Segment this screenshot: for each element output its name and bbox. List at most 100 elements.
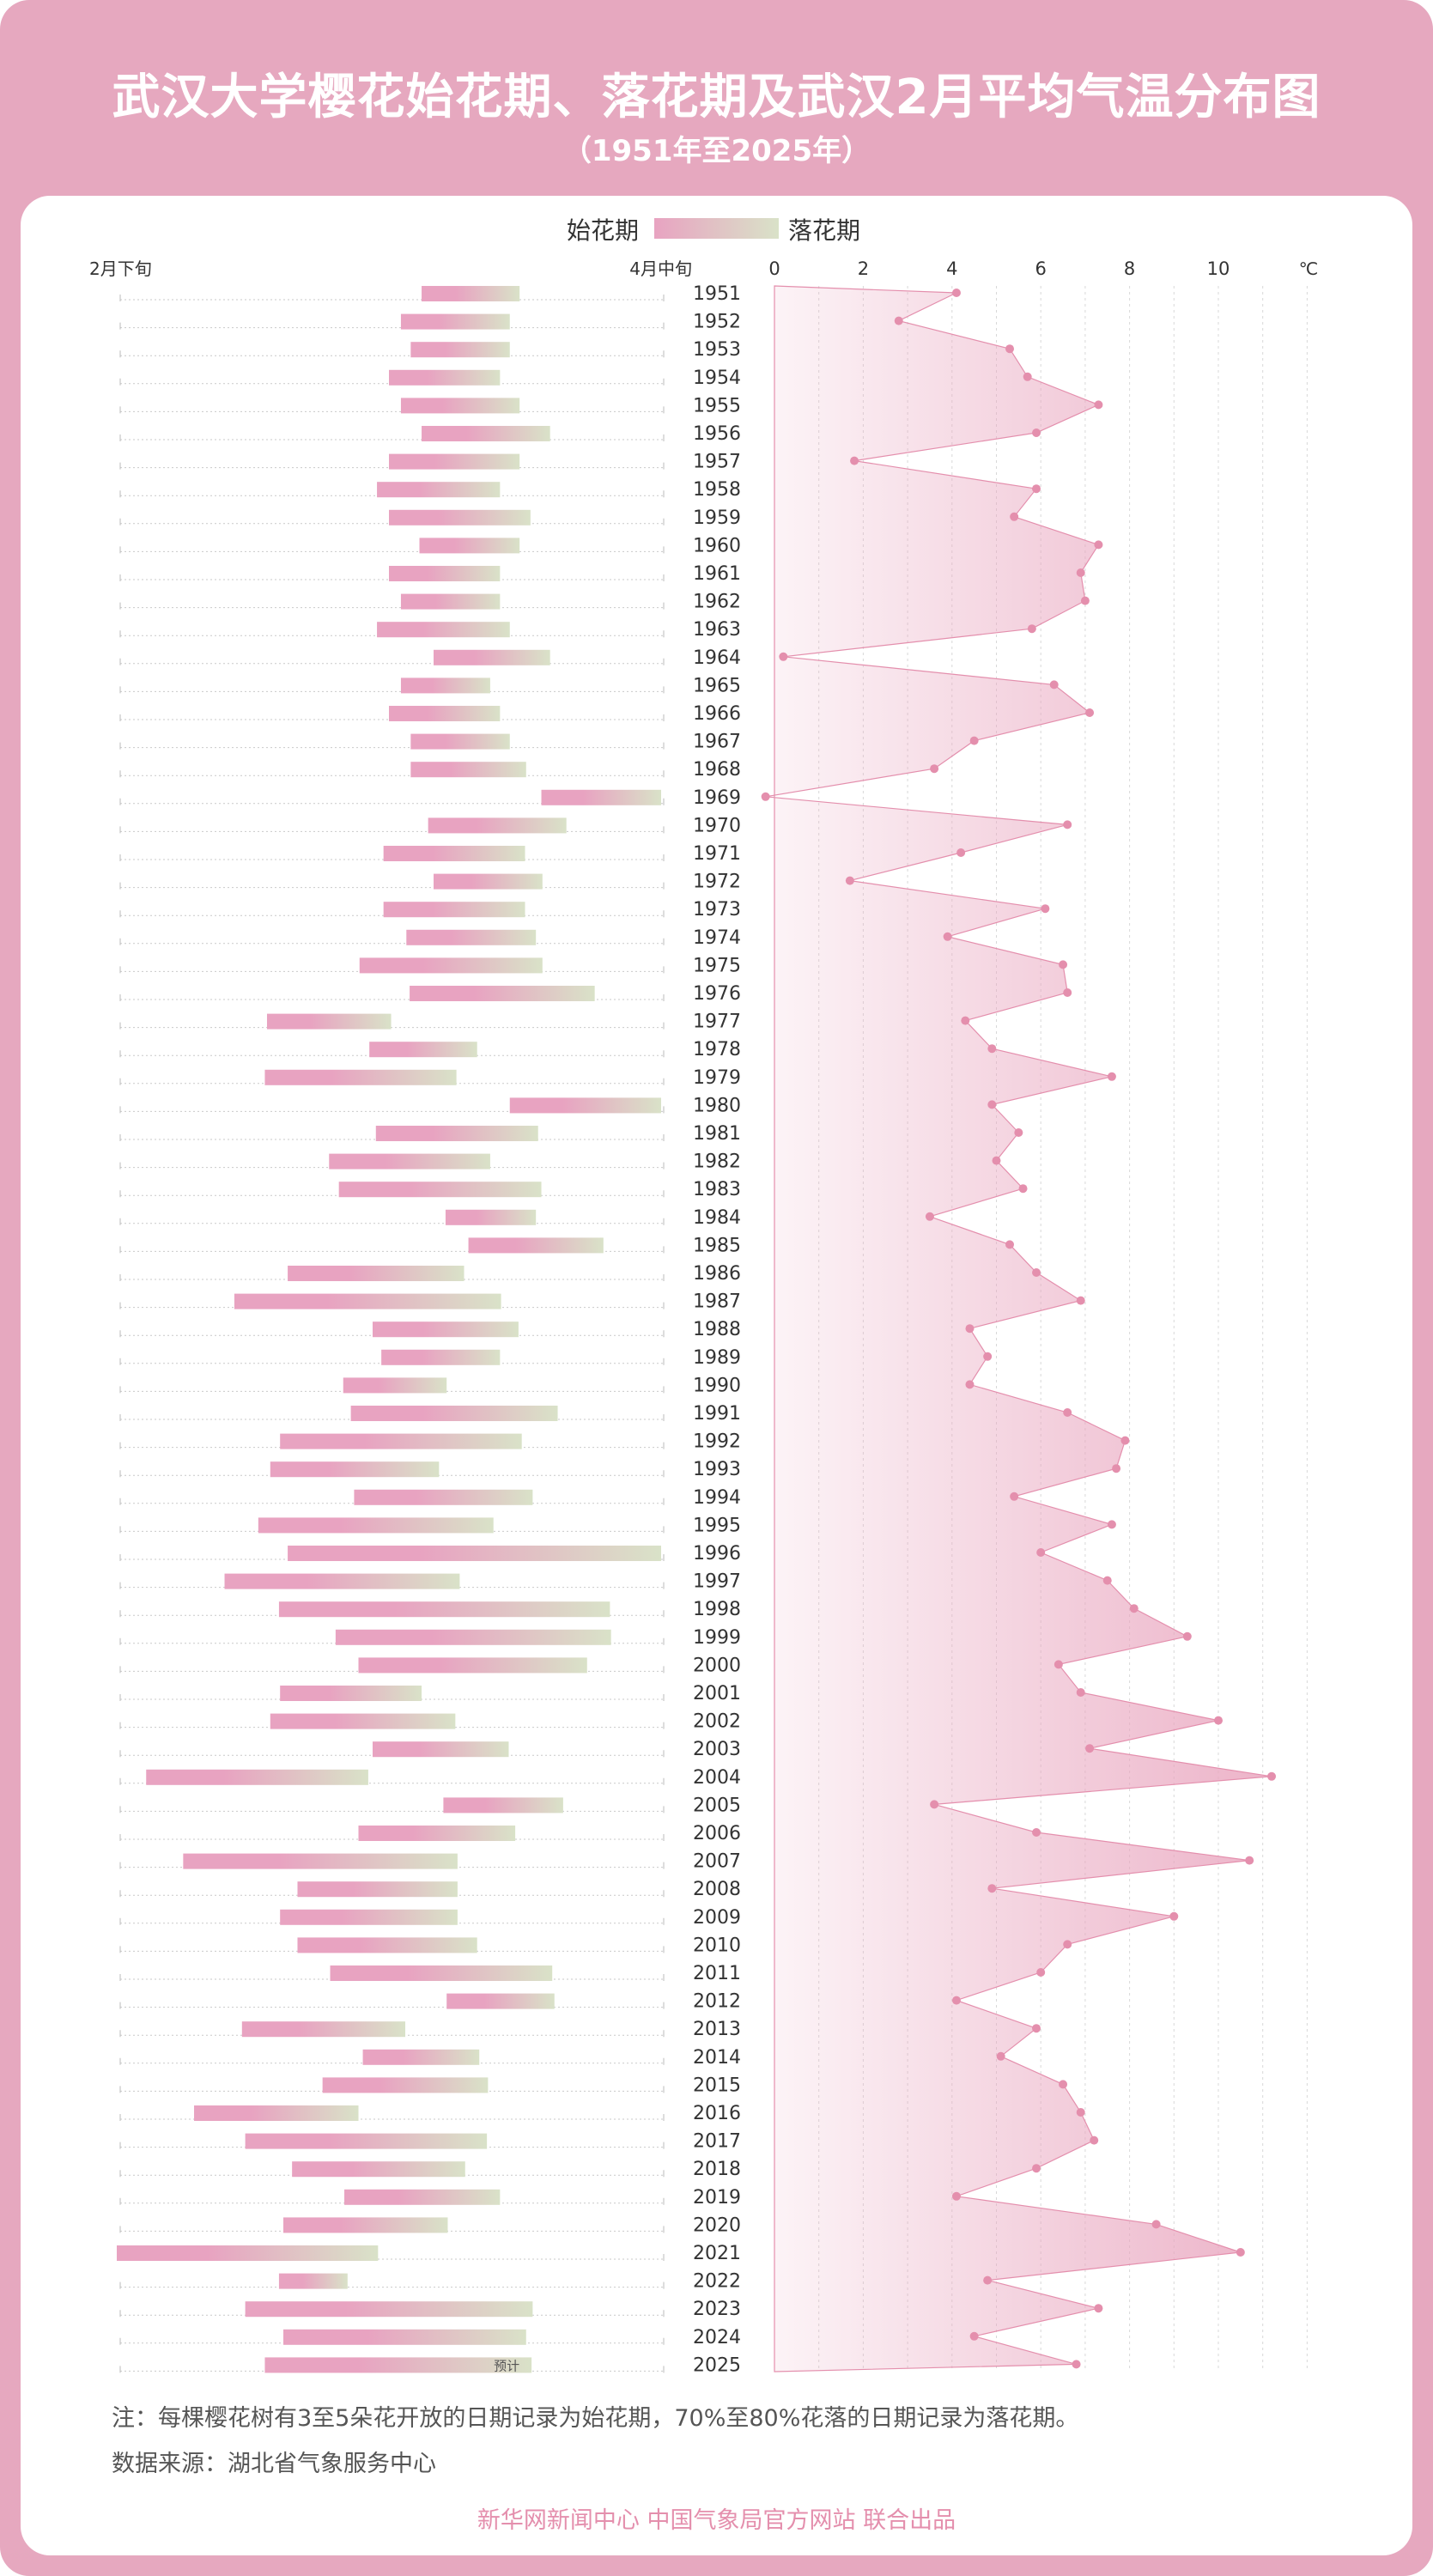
temp-point-1974 bbox=[943, 932, 952, 941]
year-label-1998: 1998 bbox=[693, 1599, 741, 1620]
temp-point-2022 bbox=[983, 2275, 993, 2285]
temp-point-1959 bbox=[1010, 512, 1019, 521]
temp-point-2007 bbox=[1245, 1856, 1254, 1865]
temp-tick-label: 2 bbox=[858, 258, 869, 279]
bloom-bar-2004 bbox=[146, 1769, 368, 1785]
bloom-bar-1964 bbox=[433, 649, 550, 665]
year-label-1984: 1984 bbox=[693, 1207, 741, 1229]
credit-line: 新华网新闻中心 中国气象局官方网站 联合出品 bbox=[477, 2507, 956, 2534]
bloom-bar-1998 bbox=[278, 1601, 610, 1618]
year-label-2017: 2017 bbox=[693, 2131, 741, 2153]
bloom-bar-1991 bbox=[350, 1406, 558, 1421]
temp-point-1987 bbox=[1076, 1296, 1085, 1305]
year-label-1988: 1988 bbox=[693, 1319, 741, 1340]
bloom-bar-1988 bbox=[372, 1321, 519, 1338]
bloom-bar-2008 bbox=[297, 1881, 458, 1898]
temp-point-2013 bbox=[1032, 2024, 1041, 2033]
bloom-bar-1966 bbox=[389, 706, 501, 721]
bloom-bar-2009 bbox=[280, 1909, 458, 1925]
temp-point-1983 bbox=[1018, 1184, 1028, 1194]
bloom-bar-2001 bbox=[280, 1686, 422, 1701]
temp-point-2011 bbox=[1036, 1968, 1046, 1977]
temp-point-2008 bbox=[987, 1884, 997, 1893]
bloom-bar-1995 bbox=[258, 1517, 494, 1534]
year-label-1963: 1963 bbox=[693, 619, 741, 641]
year-label-1974: 1974 bbox=[693, 927, 741, 949]
chart-title: 武汉大学樱花始花期、落花期及武汉2月平均气温分布图 bbox=[112, 70, 1321, 125]
bloom-bar-2023 bbox=[245, 2301, 533, 2318]
year-label-1978: 1978 bbox=[693, 1039, 741, 1060]
temp-point-1990 bbox=[965, 1380, 975, 1389]
bloom-bar-1961 bbox=[389, 566, 501, 581]
bloom-bar-1979 bbox=[264, 1069, 457, 1085]
temp-point-1966 bbox=[1085, 708, 1095, 717]
bloom-bar-1958 bbox=[377, 482, 501, 498]
temp-point-1975 bbox=[1059, 960, 1068, 969]
bloom-bar-2006 bbox=[358, 1826, 516, 1841]
bloom-bar-1994 bbox=[354, 1489, 533, 1505]
year-label-1986: 1986 bbox=[693, 1263, 741, 1285]
temp-point-1984 bbox=[925, 1212, 934, 1221]
temp-point-1962 bbox=[1080, 596, 1090, 605]
bloom-bar-1965 bbox=[400, 677, 490, 694]
year-label-2022: 2022 bbox=[693, 2271, 741, 2293]
bloom-bar-1980 bbox=[509, 1097, 661, 1114]
temp-point-1993 bbox=[1112, 1464, 1121, 1473]
temp-point-1960 bbox=[1094, 540, 1103, 550]
year-label-1967: 1967 bbox=[693, 732, 741, 753]
bloom-bar-1962 bbox=[400, 593, 501, 610]
temp-point-2025 bbox=[1072, 2360, 1081, 2369]
temp-point-2012 bbox=[951, 1996, 961, 2005]
temp-point-1978 bbox=[987, 1044, 997, 1054]
chart-subtitle: （1951年至2025年） bbox=[562, 134, 871, 168]
year-label-1981: 1981 bbox=[693, 1123, 741, 1145]
temp-point-2024 bbox=[969, 2331, 979, 2341]
temp-point-1954 bbox=[1023, 372, 1032, 381]
temp-point-2003 bbox=[1085, 1744, 1095, 1753]
year-label-2019: 2019 bbox=[693, 2187, 741, 2208]
temp-point-2021 bbox=[1236, 2248, 1245, 2257]
year-label-1966: 1966 bbox=[693, 703, 741, 725]
year-label-2014: 2014 bbox=[693, 2047, 741, 2069]
year-label-1999: 1999 bbox=[693, 1627, 741, 1649]
temp-point-1952 bbox=[894, 316, 903, 325]
bloom-bar-1986 bbox=[288, 1266, 465, 1281]
year-label-1954: 1954 bbox=[693, 368, 741, 389]
bloom-bar-2017 bbox=[245, 2133, 488, 2149]
bloom-bar-2002 bbox=[270, 1713, 456, 1729]
temp-point-2001 bbox=[1076, 1688, 1085, 1697]
bloom-bar-1974 bbox=[406, 929, 537, 945]
bloom-bar-1989 bbox=[381, 1349, 501, 1365]
year-label-1964: 1964 bbox=[693, 647, 741, 669]
bloom-bar-1951 bbox=[422, 286, 520, 301]
temperature-area bbox=[765, 285, 1272, 2372]
bloom-bar-1968 bbox=[410, 762, 526, 778]
temp-axis-unit: ℃ bbox=[1299, 258, 1318, 279]
bloom-bar-1983 bbox=[338, 1182, 542, 1198]
legend-gradient-swatch bbox=[654, 218, 779, 239]
year-label-2021: 2021 bbox=[693, 2243, 741, 2264]
bloom-bar-2018 bbox=[292, 2161, 465, 2178]
temp-point-2005 bbox=[930, 1800, 939, 1809]
bloom-bar-2011 bbox=[330, 1965, 553, 1981]
temp-point-1958 bbox=[1032, 484, 1041, 494]
temp-point-1996 bbox=[1036, 1548, 1046, 1557]
bloom-bar-1997 bbox=[224, 1573, 460, 1589]
temp-point-2010 bbox=[1063, 1940, 1072, 1949]
year-label-2015: 2015 bbox=[693, 2075, 741, 2096]
year-label-1987: 1987 bbox=[693, 1291, 741, 1313]
temp-point-1991 bbox=[1063, 1408, 1072, 1417]
year-label-1969: 1969 bbox=[693, 787, 741, 809]
legend-label-bloom-end: 落花期 bbox=[788, 216, 860, 245]
year-label-1965: 1965 bbox=[693, 675, 741, 696]
year-label-2004: 2004 bbox=[693, 1767, 741, 1789]
year-label-2016: 2016 bbox=[693, 2103, 741, 2124]
bloom-bar-1955 bbox=[400, 398, 520, 414]
bloom-bar-2020 bbox=[283, 2217, 448, 2233]
temp-point-1972 bbox=[845, 876, 854, 885]
year-label-1985: 1985 bbox=[693, 1235, 741, 1256]
year-label-2006: 2006 bbox=[693, 1823, 741, 1844]
bloom-bar-1970 bbox=[428, 817, 567, 834]
temp-point-1955 bbox=[1094, 400, 1103, 410]
